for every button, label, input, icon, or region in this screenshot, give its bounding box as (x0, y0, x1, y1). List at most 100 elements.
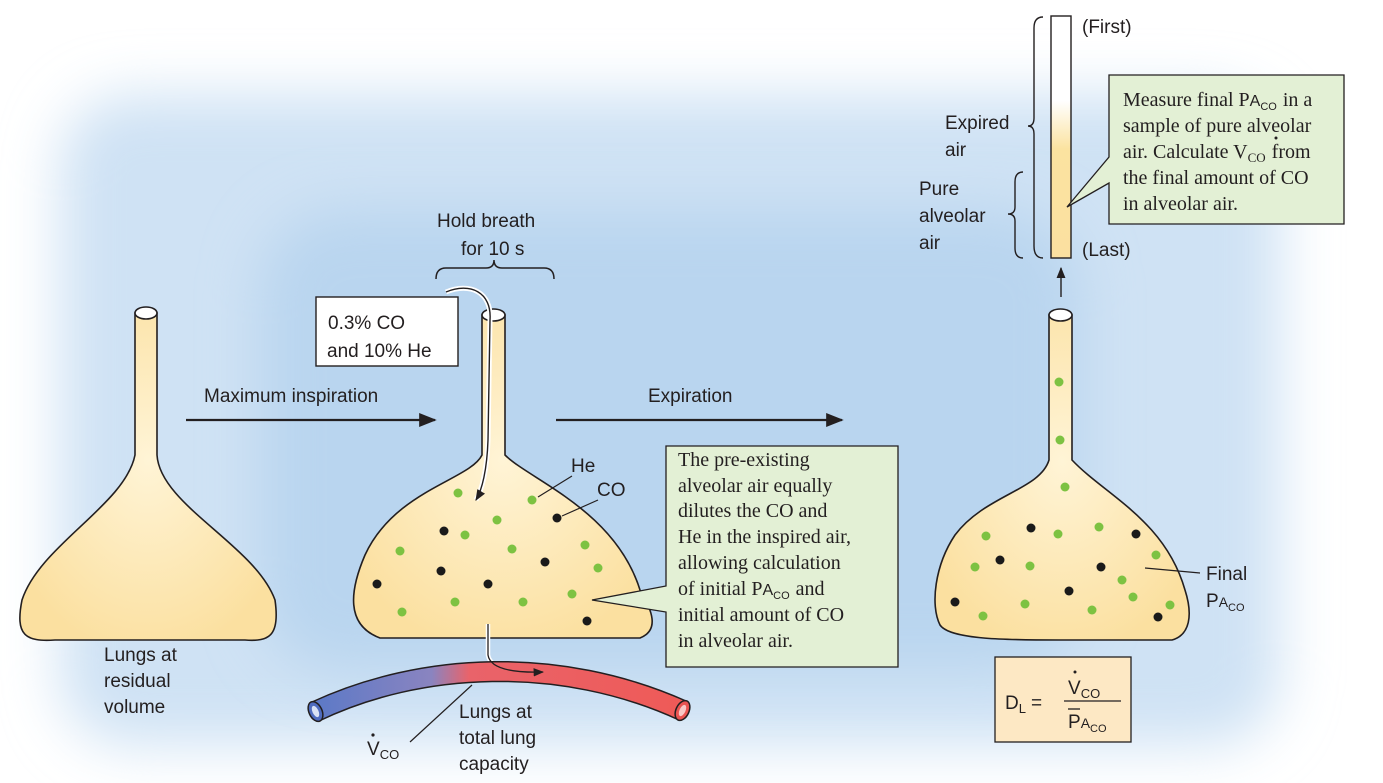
hold-breath-label-2: for 10 s (461, 239, 524, 260)
helium-dot (1060, 482, 1070, 492)
helium-dot (580, 540, 590, 550)
formula-vdot (1073, 670, 1077, 674)
co-dot (552, 513, 562, 523)
co-transfer-arrow-line (487, 624, 545, 677)
helium-dot (1117, 575, 1127, 585)
vco-dot-accent (371, 733, 375, 737)
helium-dot (593, 563, 603, 573)
dilution-line-1: The pre-existing (678, 449, 810, 471)
dilution-callout (591, 445, 899, 668)
dilution-line-7: initial amount of CO (678, 604, 844, 626)
formula-lhs: DL = (1005, 693, 1042, 716)
hold-breath-label-1: Hold breath (437, 211, 535, 232)
co-dot (540, 557, 550, 567)
helium-dot (1055, 435, 1065, 445)
measure-line-5: in alveolar air. (1123, 193, 1238, 215)
final-pa-co-label: PACO (1206, 591, 1245, 614)
inspired-gas-box (315, 296, 459, 367)
first-label: (First) (1082, 17, 1132, 38)
residual-volume-label-2: residual (104, 671, 171, 692)
helium-dot (518, 597, 528, 607)
formula-denominator: PACO (1068, 712, 1107, 735)
expired-air-bracket (1027, 16, 1044, 259)
measure-line-1: Measure final PACO in a (1123, 89, 1312, 113)
measure-vdot-accent (1274, 136, 1278, 140)
helium-dot (527, 495, 537, 505)
co-dot (582, 616, 592, 626)
maximum-inspiration-label: Maximum inspiration (204, 386, 378, 407)
total-lung-capacity-label-1: Lungs at (459, 702, 533, 723)
vco-leader (409, 684, 473, 743)
pulmonary-capillary (307, 661, 691, 723)
helium-dot (1087, 605, 1097, 615)
co-dot (1131, 529, 1141, 539)
dilution-line-4: He in the inspired air, (678, 526, 851, 548)
co-dot (483, 579, 493, 589)
dilution-line-6: of initial PACO and (678, 578, 825, 602)
helium-dot (1165, 600, 1175, 610)
lung2-particles (372, 488, 603, 626)
helium-dot (1128, 592, 1138, 602)
co-dot (372, 579, 382, 589)
helium-dot (1053, 529, 1063, 539)
he-label: He (571, 456, 595, 477)
expiration-label: Expiration (648, 386, 733, 407)
formula-box (994, 656, 1132, 743)
measure-line-4: the final amount of CO (1123, 167, 1309, 189)
co-label: CO (597, 480, 626, 501)
helium-dot (1025, 561, 1035, 571)
expired-air-label-1: Expired (945, 113, 1009, 134)
co-dot (1096, 562, 1106, 572)
co-leader (561, 499, 599, 517)
helium-dot (395, 546, 405, 556)
final-pa-co-leader (1144, 567, 1201, 574)
measure-line-2: sample of pure alveolar (1123, 115, 1312, 137)
co-dot (1026, 523, 1036, 533)
dilution-line-5: allowing calculation (678, 552, 841, 574)
helium-dot (981, 531, 991, 541)
dilution-line-2: alveolar air equally (678, 475, 832, 497)
final-label: Final (1206, 564, 1247, 585)
pure-alveolar-label-1: Pure (919, 179, 959, 200)
residual-volume-label-1: Lungs at (104, 645, 178, 666)
helium-dot (507, 544, 517, 554)
helium-dot (567, 589, 577, 599)
total-lung-capacity-label-2: total lung (459, 728, 536, 749)
inspired-gas-arrow (445, 287, 491, 501)
helium-dot (492, 515, 502, 525)
co-dot (439, 526, 449, 536)
helium-dot (453, 488, 463, 498)
helium-dot (1151, 550, 1161, 560)
lung3-particles (950, 377, 1175, 622)
helium-dot (1020, 599, 1030, 609)
last-label: (Last) (1082, 240, 1131, 261)
co-dot (995, 555, 1005, 565)
residual-volume-label-3: volume (104, 697, 165, 718)
dilution-line-3: dilutes the CO and (678, 500, 827, 522)
helium-dot (1054, 377, 1064, 387)
co-dot (950, 597, 960, 607)
hold-breath-bracket (435, 259, 555, 280)
sample-tube (1050, 15, 1072, 259)
he-leader (537, 475, 573, 498)
total-lung-capacity-label-3: capacity (459, 754, 529, 775)
pure-alveolar-label-3: air (919, 233, 941, 254)
co-dot (1064, 586, 1074, 596)
helium-dot (1094, 522, 1104, 532)
inspired-gas-line-2: and 10% He (327, 341, 432, 362)
lung-residual-volume (19, 306, 277, 642)
pure-alveolar-label-2: alveolar (919, 206, 986, 227)
vco-label: VCO (367, 739, 399, 762)
inspired-gas-line-1: 0.3% CO (328, 313, 405, 334)
formula-numerator: VCO (1068, 678, 1100, 701)
expired-air-label-2: air (945, 140, 967, 161)
measure-line-3: air. Calculate VCO from (1123, 141, 1311, 165)
co-dot (436, 566, 446, 576)
co-dot (1153, 612, 1163, 622)
helium-dot (450, 597, 460, 607)
dilution-line-8: in alveolar air. (678, 630, 793, 652)
measure-callout (1066, 74, 1345, 225)
helium-dot (397, 607, 407, 617)
